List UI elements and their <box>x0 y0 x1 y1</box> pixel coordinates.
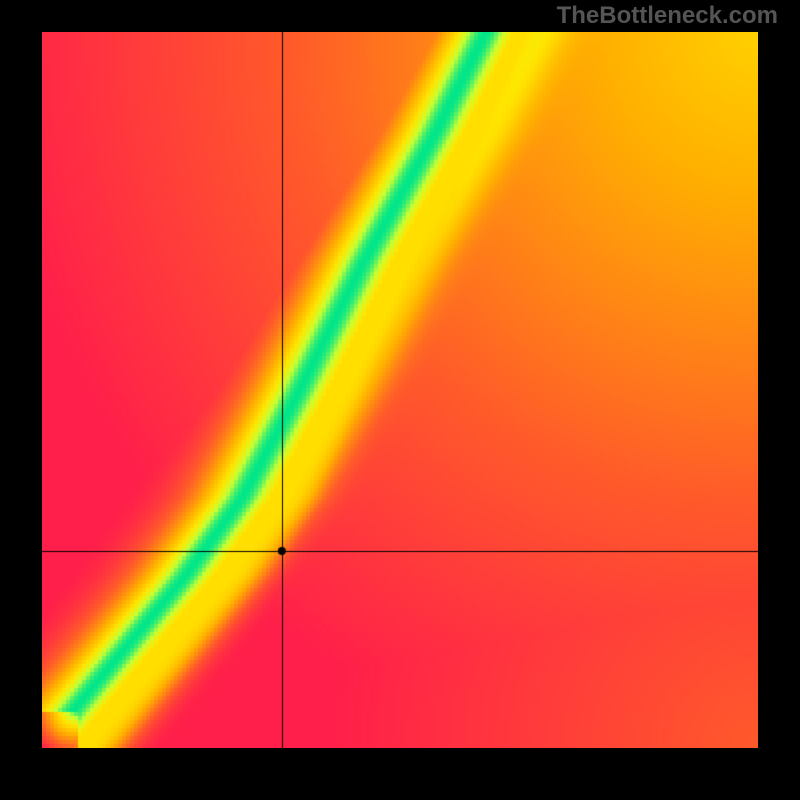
image-container: TheBottleneck.com <box>0 0 800 800</box>
watermark-text: TheBottleneck.com <box>557 2 778 30</box>
bottleneck-heatmap <box>42 32 758 748</box>
